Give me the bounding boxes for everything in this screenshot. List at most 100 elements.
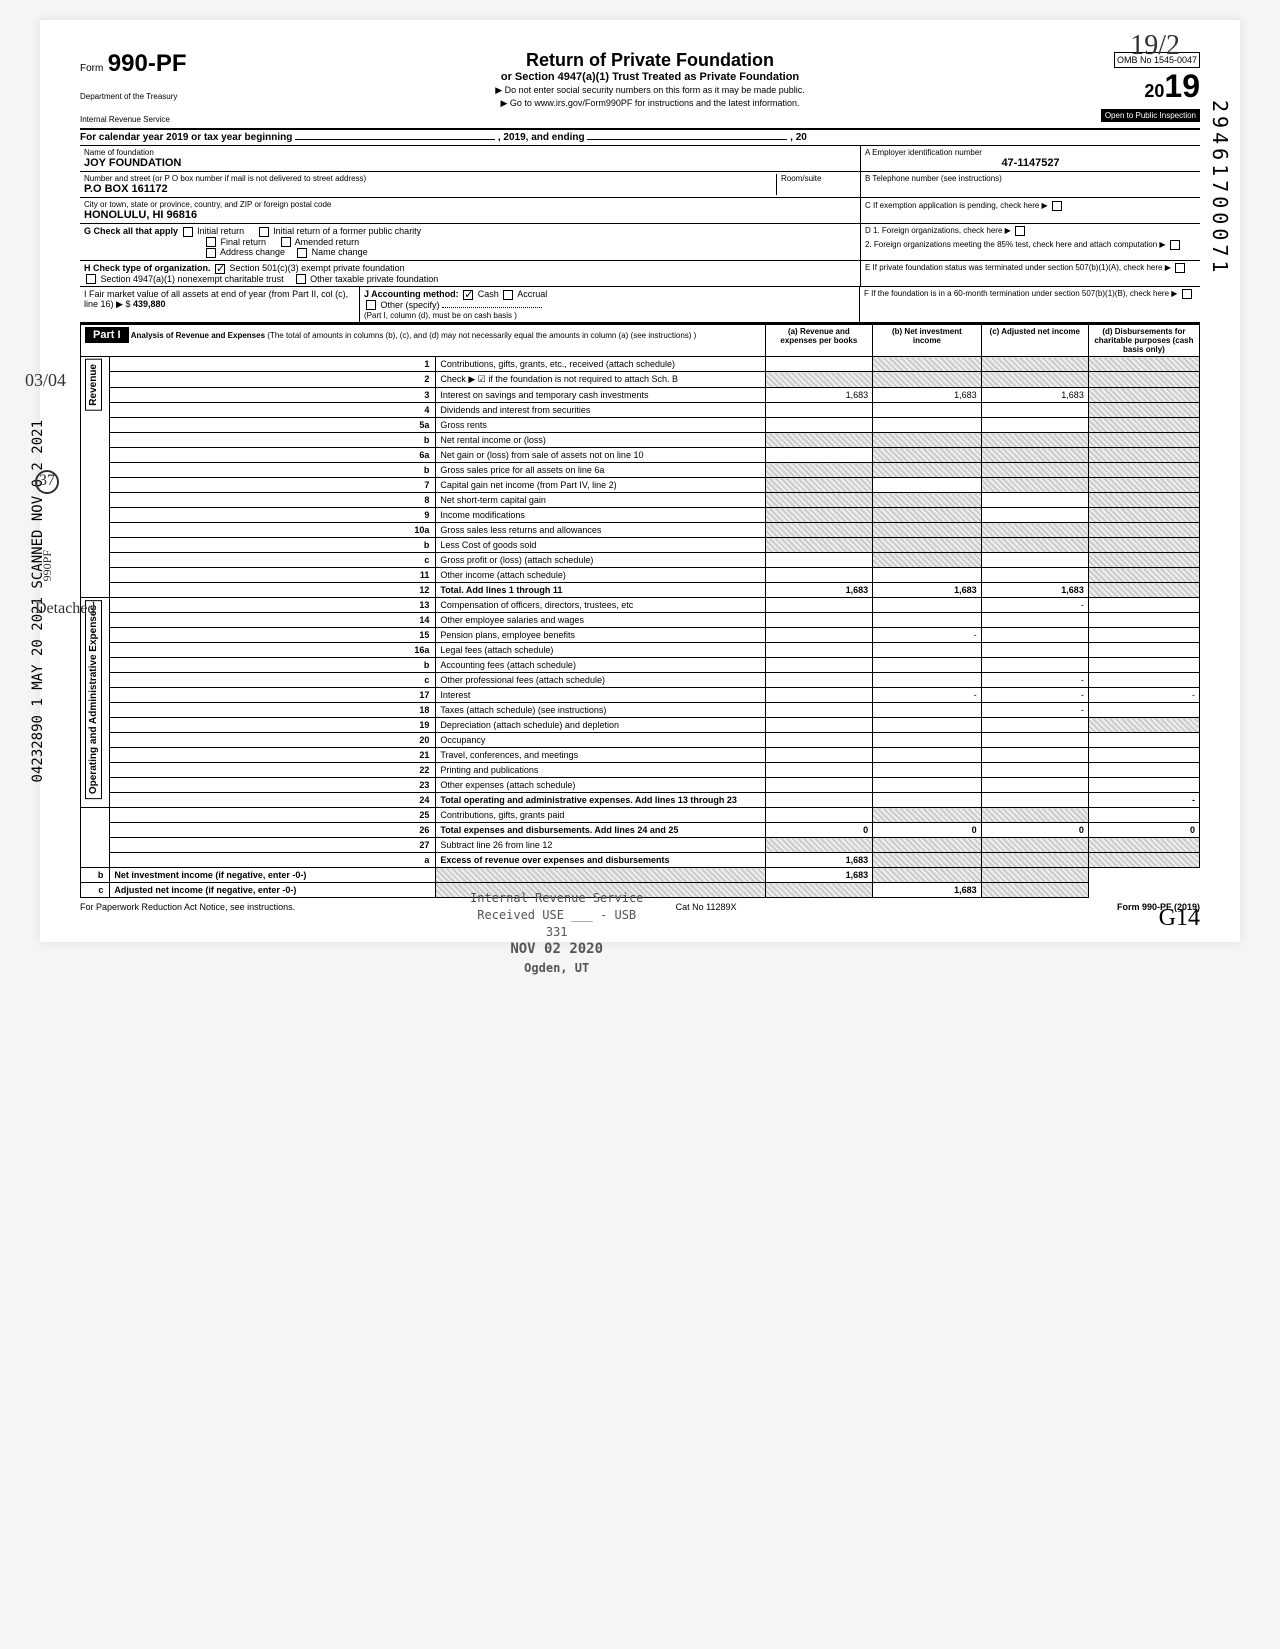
line-number: 8 [110, 493, 436, 508]
name-change-checkbox[interactable] [297, 248, 307, 258]
line-description: Net gain or (loss) from sale of assets n… [436, 448, 765, 463]
amount-cell-a [765, 718, 873, 733]
foreign-org-checkbox[interactable] [1015, 226, 1025, 236]
amount-cell-a [765, 673, 873, 688]
line-number: 12 [110, 583, 436, 598]
table-row: bLess Cost of goods sold [81, 538, 1200, 553]
amount-cell-c [981, 838, 1088, 853]
stamp-line2: Received USE ___ - USB [470, 907, 643, 924]
line-number: b [110, 463, 436, 478]
501c3-checkbox[interactable] [215, 264, 225, 274]
address-change-label: Address change [220, 247, 285, 257]
detached-hw: Detached [35, 600, 95, 618]
initial-return-checkbox[interactable] [183, 227, 193, 237]
line-number: 17 [110, 688, 436, 703]
amount-cell-c: 0 [981, 823, 1088, 838]
line-number: 20 [110, 733, 436, 748]
amount-cell-b [873, 778, 982, 793]
amount-cell-b: 0 [873, 823, 982, 838]
exemption-checkbox[interactable] [1052, 201, 1062, 211]
line-number: 6a [110, 448, 436, 463]
amount-cell-a [765, 508, 873, 523]
other-method-checkbox[interactable] [366, 300, 376, 310]
line-description: Income modifications [436, 508, 765, 523]
line-number: 1 [110, 357, 436, 372]
amount-cell-b [873, 403, 982, 418]
table-row: Revenue1Contributions, gifts, grants, et… [81, 357, 1200, 372]
amount-cell-a: 0 [765, 823, 873, 838]
table-row: 17Interest--- [81, 688, 1200, 703]
60month-checkbox[interactable] [1182, 289, 1192, 299]
table-row: 10aGross sales less returns and allowanc… [81, 523, 1200, 538]
line-number: 5a [110, 418, 436, 433]
table-row: Operating and Administrative Expenses13C… [81, 598, 1200, 613]
ein-label: A Employer identification number [865, 148, 1196, 157]
amount-cell-d [1088, 448, 1199, 463]
cal-year-end: , 20 [790, 132, 807, 143]
line-description: Net short-term capital gain [436, 493, 765, 508]
initial-former-checkbox[interactable] [259, 227, 269, 237]
line-number: 15 [110, 628, 436, 643]
amount-cell-d: - [1088, 688, 1199, 703]
public-inspection: Open to Public Inspection [1101, 109, 1200, 122]
amount-cell-a [765, 433, 873, 448]
part1-subtitle: (The total of amounts in columns (b), (c… [267, 331, 696, 340]
form-code-hw: 990PF [40, 550, 55, 581]
amount-cell-b [873, 357, 982, 372]
address-change-checkbox[interactable] [206, 248, 216, 258]
amount-cell-d [1088, 748, 1199, 763]
amount-cell-d [1088, 357, 1199, 372]
amount-cell-b [873, 703, 982, 718]
table-row: 27Subtract line 26 from line 12 [81, 838, 1200, 853]
dept-treasury: Department of the Treasury [80, 92, 260, 101]
table-row: 18Taxes (attach schedule) (see instructi… [81, 703, 1200, 718]
amount-cell-a [765, 418, 873, 433]
amount-cell-b [873, 658, 982, 673]
amount-cell-c [981, 433, 1088, 448]
line-number: 24 [110, 793, 436, 808]
col-c-header: (c) Adjusted net income [981, 325, 1088, 357]
table-row: bAccounting fees (attach schedule) [81, 658, 1200, 673]
amount-cell-c: 1,683 [981, 583, 1088, 598]
amount-cell-c: - [981, 673, 1088, 688]
amount-cell-b: 1,683 [873, 388, 982, 403]
4947-checkbox[interactable] [86, 274, 96, 284]
main-title: Return of Private Foundation [260, 50, 1040, 71]
amended-return-checkbox[interactable] [281, 237, 291, 247]
amount-cell-d [1088, 523, 1199, 538]
amount-cell-a [765, 733, 873, 748]
line-description: Dividends and interest from securities [436, 403, 765, 418]
amount-cell-c [981, 553, 1088, 568]
table-row: 14Other employee salaries and wages [81, 613, 1200, 628]
amount-cell-b [873, 538, 982, 553]
table-row: 11Other income (attach schedule) [81, 568, 1200, 583]
table-row: 4Dividends and interest from securities [81, 403, 1200, 418]
table-row: cOther professional fees (attach schedul… [81, 673, 1200, 688]
amount-cell-b: - [873, 628, 982, 643]
amount-cell-b [765, 883, 873, 898]
amount-cell-b [873, 372, 982, 388]
foreign-85-checkbox[interactable] [1170, 240, 1180, 250]
foundation-address: P.O BOX 161172 [84, 183, 776, 195]
amount-cell-c [981, 613, 1088, 628]
cash-checkbox[interactable] [463, 290, 473, 300]
amount-cell-a [765, 448, 873, 463]
amount-cell-c [981, 478, 1088, 493]
terminated-checkbox[interactable] [1175, 263, 1185, 273]
other-taxable-checkbox[interactable] [296, 274, 306, 284]
right-vertical-number: 29461700071 [1208, 100, 1232, 276]
accrual-checkbox[interactable] [503, 290, 513, 300]
amount-cell-b [873, 553, 982, 568]
line-description: Gross profit or (loss) (attach schedule) [436, 553, 765, 568]
received-stamp: Internal Revenue Service Received USE __… [470, 890, 643, 977]
amount-cell-c [981, 357, 1088, 372]
final-return-checkbox[interactable] [206, 237, 216, 247]
line-number: a [110, 853, 436, 868]
amount-cell-c [981, 418, 1088, 433]
table-row: bNet investment income (if negative, ent… [81, 868, 1200, 883]
amount-cell-d [1088, 628, 1199, 643]
amount-cell-a [765, 658, 873, 673]
instruction-ssn: ▶ Do not enter social security numbers o… [260, 85, 1040, 96]
handwritten-top-right: 19/2 [1130, 30, 1180, 62]
amount-cell-d [1088, 598, 1199, 613]
